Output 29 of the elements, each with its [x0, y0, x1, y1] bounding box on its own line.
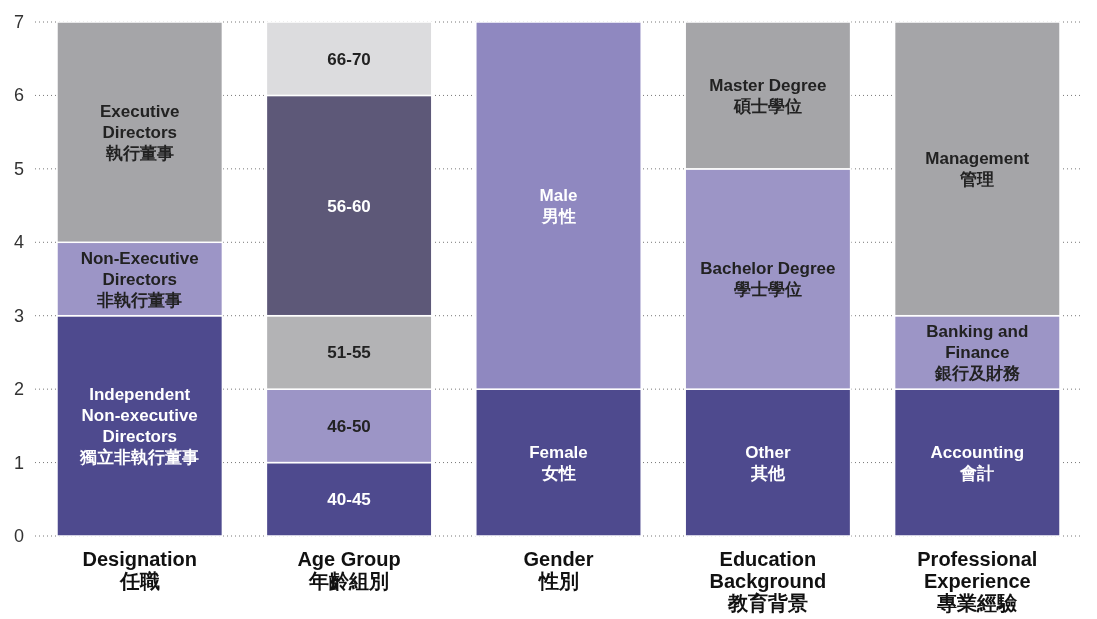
- series-label: Independent Non-executive Directors 獨立非執行董事: [79, 385, 200, 468]
- y-tick-label: 6: [13, 85, 24, 106]
- series-label: Management 管理: [925, 149, 1030, 190]
- series-label: Bachelor Degree 學士學位: [700, 259, 836, 300]
- x-tick-label: Age Group 年齡組別: [297, 547, 401, 592]
- y-tick-label: 2: [13, 379, 24, 400]
- x-tick-label: Professional Experience 專業經驗: [917, 548, 1038, 614]
- series-label: 66-70: [327, 49, 371, 69]
- series-label: Other 其他: [745, 443, 791, 484]
- series-label: Male 男性: [539, 186, 578, 227]
- series-label: Master Degree 碩士學位: [709, 75, 827, 116]
- y-tick-label: 0: [13, 526, 24, 546]
- x-tick-label: Education Background 教育背景: [709, 548, 827, 614]
- series-label: Non-Executive Directors 非執行董事: [80, 248, 199, 310]
- series-label: Executive Directors 執行董事: [100, 102, 180, 164]
- y-tick-label: 5: [13, 158, 24, 179]
- series-label: Accounting 會計: [930, 443, 1025, 484]
- series-label: 51-55: [327, 343, 371, 363]
- y-tick-label: 4: [13, 232, 24, 253]
- y-tick-label: 1: [13, 452, 24, 473]
- x-tick-label: Designation 任職: [82, 547, 197, 592]
- series-label: Female 女性: [529, 443, 588, 484]
- y-tick-label: 7: [13, 12, 24, 32]
- x-tick-label: Gender 性別: [523, 547, 594, 592]
- series-label: 56-60: [327, 196, 371, 216]
- series-label: 40-45: [327, 490, 371, 510]
- y-tick-label: 3: [13, 305, 24, 326]
- series-label: Banking and Finance 銀行及財務: [926, 322, 1029, 384]
- series-label: 46-50: [327, 416, 371, 436]
